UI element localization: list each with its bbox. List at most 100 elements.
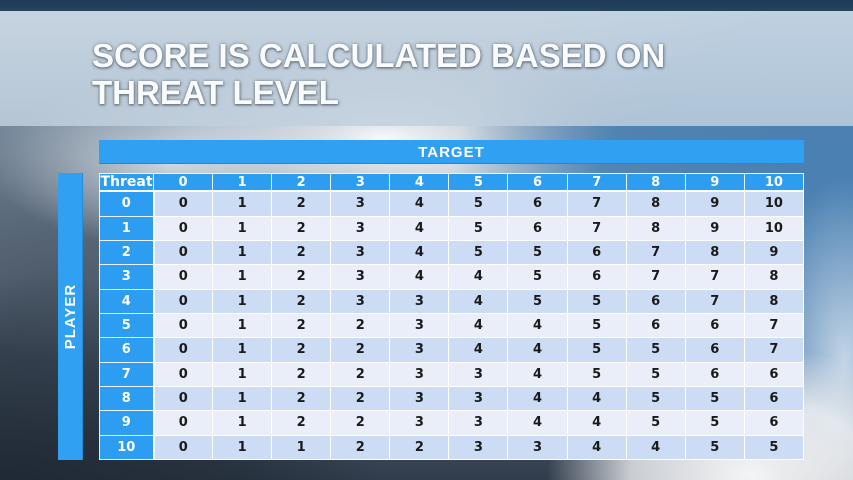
score-cell: 1	[212, 337, 273, 363]
score-cell: 10	[743, 190, 805, 217]
row-label-cell: 5	[99, 312, 155, 339]
slide-title: SCORE IS CALCULATED BASED ON THREAT LEVE…	[92, 37, 665, 111]
score-cell: 1	[212, 385, 273, 412]
score-cell: 1	[212, 215, 273, 241]
score-cell: 5	[566, 288, 627, 314]
score-cell: 5	[625, 337, 686, 363]
score-cell: 7	[566, 215, 627, 241]
row-label-cell: 8	[99, 385, 155, 412]
score-cell: 0	[152, 385, 214, 412]
score-cell: 6	[625, 288, 686, 314]
score-cell: 2	[271, 288, 332, 314]
score-cell: 1	[212, 190, 273, 217]
score-cell: 0	[152, 190, 214, 217]
score-cell: 8	[625, 215, 686, 241]
score-cell: 4	[389, 190, 450, 217]
score-cell: 4	[389, 215, 450, 241]
score-cell: 2	[389, 434, 450, 461]
score-cell: 3	[330, 215, 391, 241]
corner-header-cell: Threat	[99, 173, 154, 192]
table-row: 0 0 1 2 3 4 5 6 7 8 9 10	[99, 190, 805, 217]
score-cell: 4	[566, 385, 627, 412]
score-cell: 4	[389, 264, 450, 290]
score-cell: 4	[566, 410, 627, 436]
score-cell: 2	[330, 337, 391, 363]
score-cell: 6	[507, 215, 568, 241]
score-cell: 5	[566, 361, 627, 387]
score-cell: 3	[448, 410, 509, 436]
score-cell: 4	[448, 288, 509, 314]
score-cell: 4	[507, 410, 568, 436]
score-cell: 5	[448, 215, 509, 241]
score-cell: 3	[389, 312, 450, 339]
score-cell: 9	[743, 239, 805, 266]
score-cell: 7	[625, 264, 686, 290]
score-cell: 5	[625, 410, 686, 436]
slide-title-line-1: SCORE IS CALCULATED BASED ON	[92, 37, 666, 74]
target-axis-label: TARGET	[418, 143, 485, 161]
score-cell: 0	[152, 337, 214, 363]
score-cell: 2	[271, 264, 332, 290]
score-cell: 9	[684, 190, 745, 217]
score-cell: 5	[507, 264, 568, 290]
score-cell: 5	[743, 434, 805, 461]
score-cell: 10	[743, 215, 805, 241]
column-header-cell: 3	[330, 173, 391, 192]
column-header-cell: 2	[271, 173, 332, 192]
score-cell: 7	[566, 190, 627, 217]
score-cell: 0	[152, 410, 214, 436]
score-cell: 1	[212, 312, 273, 339]
score-cell: 6	[743, 385, 805, 412]
score-cell: 4	[507, 337, 568, 363]
score-cell: 4	[448, 264, 509, 290]
score-cell: 5	[507, 239, 568, 266]
column-header-cell: 4	[389, 173, 450, 192]
row-label-cell: 3	[99, 264, 155, 290]
score-cell: 5	[507, 288, 568, 314]
row-label-cell: 4	[99, 288, 155, 314]
score-cell: 3	[389, 361, 450, 387]
table-row: 1 0 1 2 3 4 5 6 7 8 9 10	[99, 215, 805, 241]
score-cell: 4	[507, 385, 568, 412]
score-cell: 2	[271, 385, 332, 412]
score-cell: 5	[448, 239, 509, 266]
score-cell: 4	[507, 312, 568, 339]
column-header-cell: 5	[448, 173, 509, 192]
score-cell: 8	[743, 264, 805, 290]
score-cell: 7	[625, 239, 686, 266]
score-cell: 7	[684, 264, 745, 290]
column-header-row: Threat 0 1 2 3 4 5 6 7 8 9 10	[99, 173, 805, 192]
score-cell: 6	[684, 337, 745, 363]
score-cell: 6	[566, 239, 627, 266]
score-cell: 5	[684, 385, 745, 412]
score-cell: 2	[330, 434, 391, 461]
score-cell: 5	[448, 190, 509, 217]
column-header-cell: 10	[743, 173, 805, 192]
score-cell: 7	[743, 337, 805, 363]
target-axis-bar: TARGET	[99, 140, 804, 164]
score-cell: 8	[743, 288, 805, 314]
score-cell: 3	[330, 264, 391, 290]
top-dark-strip	[0, 0, 853, 11]
score-cell: 4	[448, 337, 509, 363]
score-cell: 4	[507, 361, 568, 387]
score-cell: 0	[152, 288, 214, 314]
score-cell: 1	[212, 264, 273, 290]
row-label-cell: 6	[99, 337, 155, 363]
score-cell: 3	[389, 410, 450, 436]
title-band: SCORE IS CALCULATED BASED ON THREAT LEVE…	[0, 11, 853, 126]
score-cell: 3	[448, 361, 509, 387]
score-cell: 3	[448, 434, 509, 461]
score-cell: 3	[330, 288, 391, 314]
score-cell: 3	[389, 288, 450, 314]
score-cell: 6	[743, 410, 805, 436]
score-cell: 6	[684, 312, 745, 339]
score-cell: 2	[330, 385, 391, 412]
row-label-cell: 10	[99, 434, 155, 461]
score-cell: 1	[212, 434, 273, 461]
